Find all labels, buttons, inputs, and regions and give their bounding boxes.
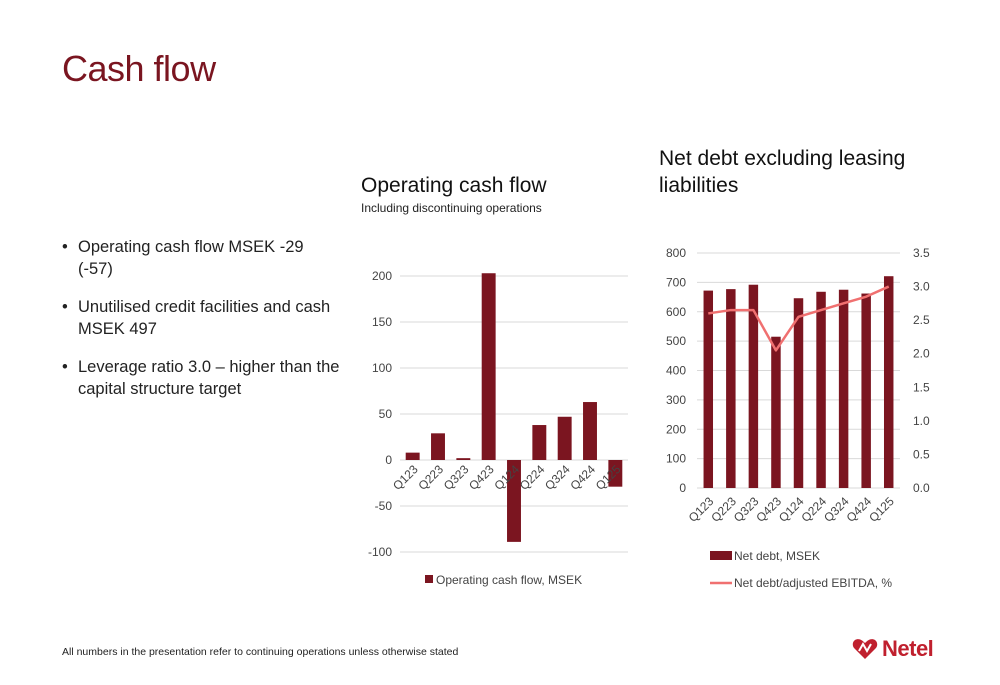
- legend-swatch: [425, 575, 433, 583]
- bar: [405, 452, 420, 460]
- x-tick-label: Q424: [844, 494, 875, 525]
- bullet-text: Operating cash flow MSEK -29 (-57): [78, 238, 304, 278]
- x-tick-label: Q323: [731, 494, 762, 525]
- y-tick-label: 150: [372, 315, 392, 329]
- legend-swatch: [710, 551, 732, 560]
- logo-text: Netel: [882, 636, 934, 661]
- bar: [838, 289, 849, 488]
- bar: [726, 289, 736, 488]
- footnote: All numbers in the presentation refer to…: [62, 646, 459, 658]
- x-tick-label: Q323: [441, 462, 472, 493]
- bullet-text: Leverage ratio 3.0 – higher than the cap…: [78, 358, 340, 398]
- y-tick-label: 50: [379, 407, 393, 421]
- y-tick-label: 800: [666, 246, 686, 260]
- y2-tick-label: 0.5: [913, 447, 930, 461]
- y2-tick-label: 0.0: [913, 481, 930, 495]
- x-tick-label: Q423: [466, 462, 497, 493]
- bar: [507, 460, 521, 542]
- bullet-dot: •: [62, 358, 68, 376]
- ratio-line: [708, 285, 890, 352]
- bar: [748, 284, 759, 488]
- bullet-item: • Unutilised credit facilities and cash M…: [62, 296, 342, 340]
- bar: [793, 298, 804, 488]
- y-tick-label: 100: [372, 361, 392, 375]
- bar: [456, 458, 471, 460]
- bar: [771, 336, 781, 488]
- bar: [532, 425, 547, 460]
- y2-tick-label: 2.0: [913, 347, 930, 361]
- netdebt-chart-title: Net debt excluding leasing liabilities: [659, 147, 906, 197]
- bar: [583, 402, 597, 460]
- x-tick-label: Q224: [799, 494, 830, 525]
- x-tick-label: Q223: [708, 494, 739, 525]
- y-tick-label: -50: [375, 499, 393, 513]
- bar: [557, 416, 572, 460]
- y-tick-label: -100: [368, 545, 392, 559]
- bar: [883, 276, 894, 488]
- heart-logo-icon: [852, 639, 878, 659]
- x-tick-label: Q324: [821, 494, 852, 525]
- y2-tick-label: 1.5: [913, 380, 930, 394]
- y-tick-label: 400: [666, 364, 686, 378]
- bar: [431, 433, 445, 460]
- bullet-list: • Operating cash flow MSEK -29 (-57) • Unu…: [62, 236, 342, 416]
- bar: [703, 290, 714, 488]
- netdebt-chart: 0 100 200 300 400 500 600 700 800 0.0 0.5 1.0 1.5 2.0…: [666, 246, 930, 590]
- bar: [816, 291, 826, 488]
- y-tick-label: 500: [666, 334, 686, 348]
- bullet-dot: •: [62, 298, 68, 316]
- bar: [608, 460, 623, 487]
- y2-tick-label: 2.5: [913, 313, 930, 327]
- bar: [861, 293, 871, 488]
- cashflow-chart-title: Operating cash flow: [361, 174, 547, 197]
- legend-label: Operating cash flow, MSEK: [436, 573, 582, 587]
- y-tick-label: 200: [666, 422, 686, 436]
- x-tick-label: Q324: [542, 462, 573, 493]
- x-tick-label: Q224: [517, 462, 548, 493]
- x-tick-label: Q125: [866, 494, 897, 525]
- y-tick-label: 300: [666, 393, 686, 407]
- cashflow-chart-subtitle: Including discontinuing operations: [361, 201, 542, 215]
- bullet-item: • Operating cash flow MSEK -29 (-57): [62, 236, 342, 280]
- cashflow-chart: -100-50050100150200Q123Q223Q323Q423Q124Q…: [368, 269, 628, 587]
- y2-tick-label: 3.0: [913, 280, 930, 294]
- y-tick-label: 0: [385, 453, 392, 467]
- y-tick-label: 100: [666, 452, 686, 466]
- legend-label: Net debt, MSEK: [734, 549, 820, 563]
- x-tick-label: Q124: [776, 494, 807, 525]
- x-tick-label: Q123: [390, 462, 421, 493]
- y-tick-label: 0: [679, 481, 686, 495]
- x-tick-label: Q223: [415, 462, 446, 493]
- x-tick-label: Q424: [567, 462, 598, 493]
- page-title: Cash flow: [62, 48, 216, 89]
- y-tick-label: 700: [666, 275, 686, 289]
- x-tick-label: Q423: [753, 494, 784, 525]
- bullet-item: • Leverage ratio 3.0 – higher than the ca…: [62, 356, 342, 400]
- x-tick-label: Q123: [686, 494, 717, 525]
- netel-logo: Netel: [852, 636, 934, 662]
- bullet-dot: •: [62, 238, 68, 256]
- legend-label: Net debt/adjusted EBITDA, %: [734, 576, 892, 590]
- bullet-text: Unutilised credit facilities and cash MS…: [78, 298, 331, 338]
- y-tick-label: 200: [372, 269, 392, 283]
- bar: [481, 273, 496, 460]
- y2-tick-label: 3.5: [913, 246, 930, 260]
- y-tick-label: 600: [666, 305, 686, 319]
- y2-tick-label: 1.0: [913, 414, 930, 428]
